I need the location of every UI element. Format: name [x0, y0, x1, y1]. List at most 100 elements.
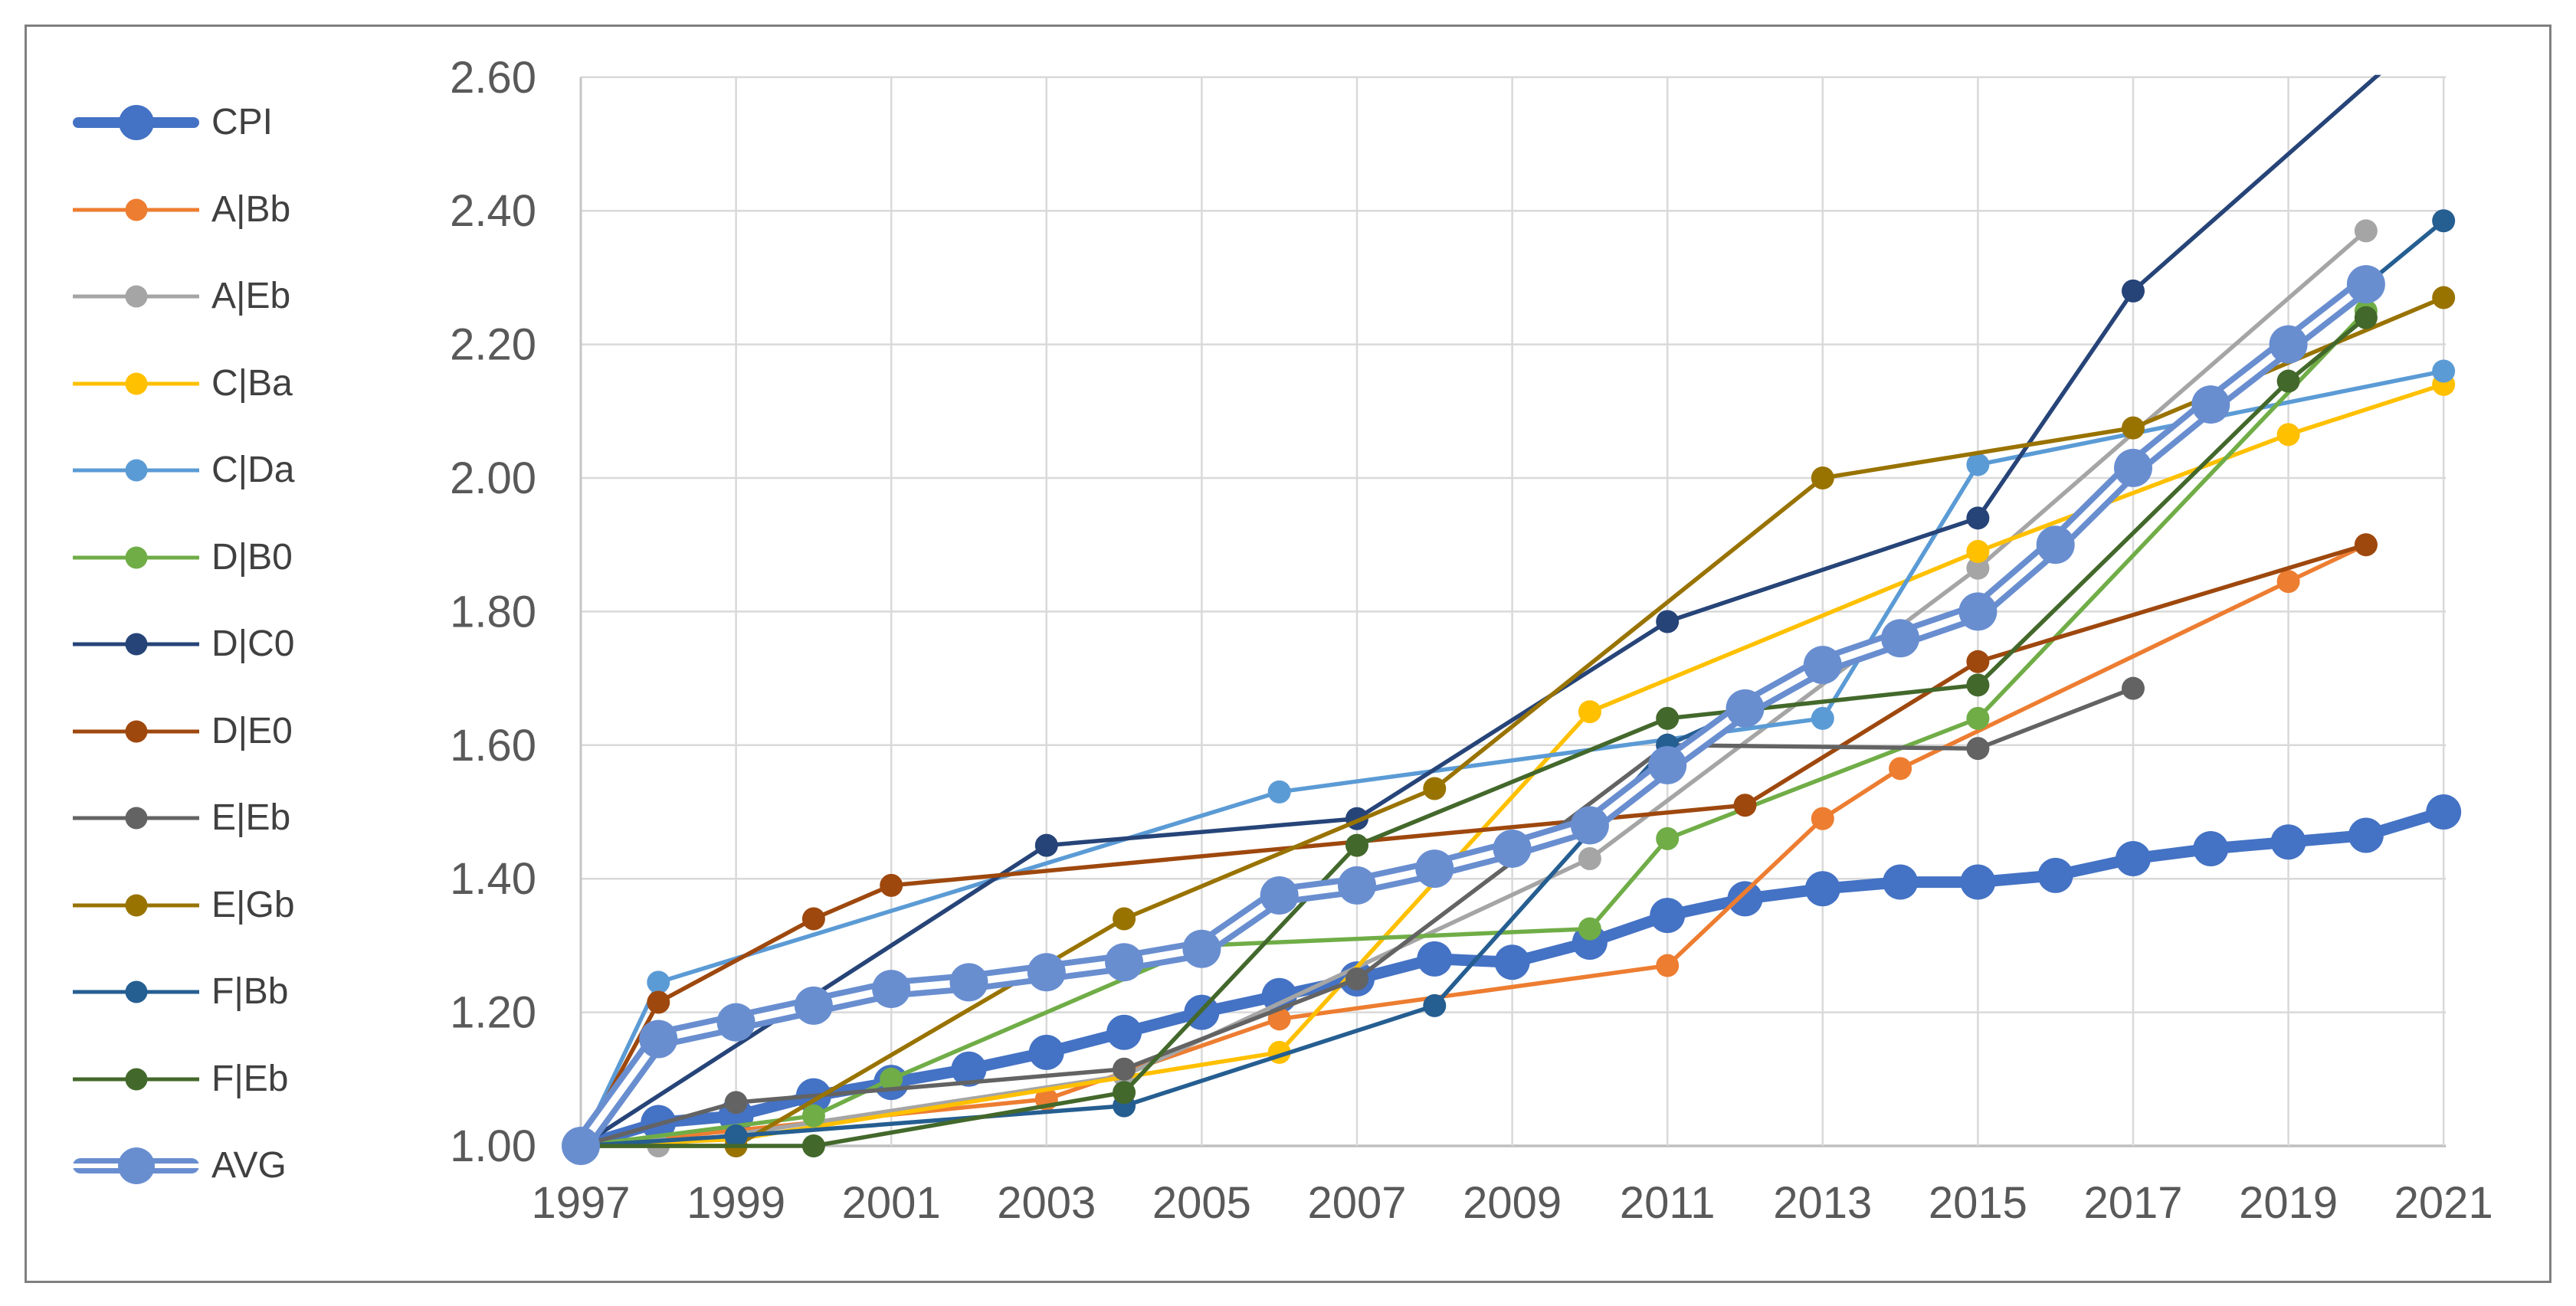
- legend-item-C|Da: C|Da: [73, 450, 295, 490]
- series-line-A|Bb: [578, 542, 2368, 1148]
- series-marker-AVG: [562, 1127, 600, 1165]
- series-marker-AVG: [794, 986, 833, 1025]
- series-marker-F|Bb: [1423, 993, 1447, 1017]
- series-marker-C|Da: [2432, 359, 2456, 383]
- series-marker-D|E0: [880, 873, 903, 897]
- legend-marker-icon: [125, 285, 147, 308]
- y-tick-label: 1.40: [450, 854, 536, 904]
- series-marker-AVG: [872, 970, 911, 1009]
- series-line-A|Eb: [578, 228, 2368, 1148]
- x-tick-label: 2009: [1463, 1178, 1562, 1228]
- x-tick-label: 1997: [531, 1178, 630, 1228]
- legend-item-A|Bb: A|Bb: [73, 190, 290, 230]
- series-marker-E|Eb: [1966, 737, 1990, 761]
- series-marker-CPI: [2426, 794, 2462, 830]
- series-marker-D|B0: [1656, 826, 1680, 850]
- series-marker-CPI: [2193, 830, 2229, 866]
- series-marker-AVG: [716, 1003, 755, 1042]
- legend-label: D|C0: [211, 624, 295, 664]
- legend-item-E|Eb: E|Eb: [73, 798, 290, 838]
- series-marker-F|Eb: [1656, 706, 1680, 730]
- x-tick-label: 2015: [1929, 1178, 2027, 1228]
- series-marker-CPI: [1727, 881, 1763, 917]
- legend-swatch-C|Ba: [73, 364, 199, 404]
- legend-item-D|E0: D|E0: [73, 712, 293, 751]
- series-marker-CPI: [1106, 1014, 1142, 1050]
- series-marker-CPI: [1960, 864, 1996, 900]
- legend-label: E|Eb: [211, 797, 291, 838]
- series-marker-E|Gb: [1113, 907, 1136, 931]
- y-tick-label: 2.60: [450, 53, 536, 103]
- series-marker-AVG: [1182, 929, 1221, 968]
- series-marker-F|Eb: [1345, 833, 1368, 857]
- series-marker-CPI: [951, 1051, 987, 1087]
- series-marker-AVG: [639, 1020, 678, 1059]
- series-marker-C|Ba: [1966, 539, 1990, 563]
- legend-swatch-D|B0: [73, 538, 199, 578]
- series-marker-A|Bb: [1889, 757, 1912, 781]
- legend-label: CPI: [211, 102, 274, 142]
- series-marker-AVG: [2269, 325, 2308, 364]
- series-marker-AVG: [1415, 849, 1454, 889]
- x-tick-label: 2011: [1620, 1178, 1716, 1228]
- series-marker-AVG: [1027, 953, 1066, 992]
- x-tick-label: 2013: [1773, 1178, 1872, 1228]
- series-marker-D|E0: [1966, 650, 1990, 673]
- legend-swatch-C|Da: [73, 450, 199, 490]
- series-line-D|E0: [578, 542, 2368, 1148]
- series-marker-D|C0: [1966, 506, 1990, 530]
- series-marker-AVG: [1803, 646, 1842, 685]
- legend-marker-icon: [125, 720, 147, 742]
- y-tick-label: 2.20: [450, 320, 536, 370]
- legend-label: AVG: [211, 1145, 287, 1186]
- y-tick-label: 1.80: [450, 587, 536, 637]
- legend-marker-icon: [125, 372, 147, 394]
- legend-item-C|Ba: C|Ba: [73, 364, 293, 404]
- x-tick-label: 2007: [1307, 1178, 1406, 1228]
- legend-swatch-A|Eb: [73, 277, 199, 316]
- legend-swatch-D|E0: [73, 712, 199, 751]
- series-marker-AVG: [2114, 448, 2152, 487]
- series-marker-A|Eb: [2354, 219, 2378, 243]
- legend-label: E|Gb: [211, 884, 295, 925]
- legend-label: A|Bb: [211, 188, 291, 230]
- series-marker-C|Da: [647, 970, 670, 994]
- series-marker-D|B0: [801, 1104, 825, 1128]
- y-tick-label: 2.00: [450, 453, 536, 503]
- legend-label: A|Eb: [211, 276, 291, 316]
- series-marker-C|Ba: [2276, 423, 2300, 447]
- series-marker-AVG: [1648, 745, 1687, 784]
- legend-item-AVG: AVG: [73, 1146, 287, 1186]
- legend-item-A|Eb: A|Eb: [73, 277, 290, 316]
- series-marker-AVG: [1105, 943, 1144, 982]
- legend-swatch-D|C0: [73, 624, 199, 664]
- series-marker-E|Eb: [724, 1091, 748, 1115]
- x-tick-label: 2001: [842, 1178, 941, 1228]
- legend-label: C|Ba: [211, 362, 293, 404]
- legend-swatch-E|Eb: [73, 798, 199, 838]
- legend-item-D|C0: D|C0: [73, 624, 295, 664]
- legend-label: D|B0: [211, 536, 293, 578]
- legend-item-E|Gb: E|Gb: [73, 885, 295, 925]
- series-marker-D|C0: [1034, 833, 1058, 857]
- y-tick-label: 2.40: [450, 186, 536, 236]
- legend-marker-icon: [118, 105, 154, 140]
- x-tick-label: 1999: [687, 1178, 785, 1228]
- legend-item-F|Bb: F|Bb: [73, 972, 289, 1012]
- series-marker-C|Da: [1811, 706, 1834, 730]
- series-marker-AVG: [2191, 385, 2230, 424]
- legend-marker-icon: [125, 459, 147, 482]
- series-marker-CPI: [2037, 857, 2073, 893]
- series-marker-F|Eb: [1966, 673, 1990, 697]
- legend-swatch-F|Eb: [73, 1059, 199, 1099]
- series-marker-AVG: [1881, 619, 1920, 658]
- legend-marker-icon: [117, 1147, 155, 1184]
- series-marker-AVG: [1570, 806, 1609, 845]
- series-marker-E|Eb: [1345, 967, 1368, 990]
- series-line-AVG: [578, 274, 2376, 1149]
- series-marker-AVG: [2346, 265, 2385, 304]
- legend-marker-icon: [125, 980, 147, 1003]
- series-marker-AVG: [1958, 592, 1998, 631]
- series-marker-F|Eb: [801, 1134, 825, 1157]
